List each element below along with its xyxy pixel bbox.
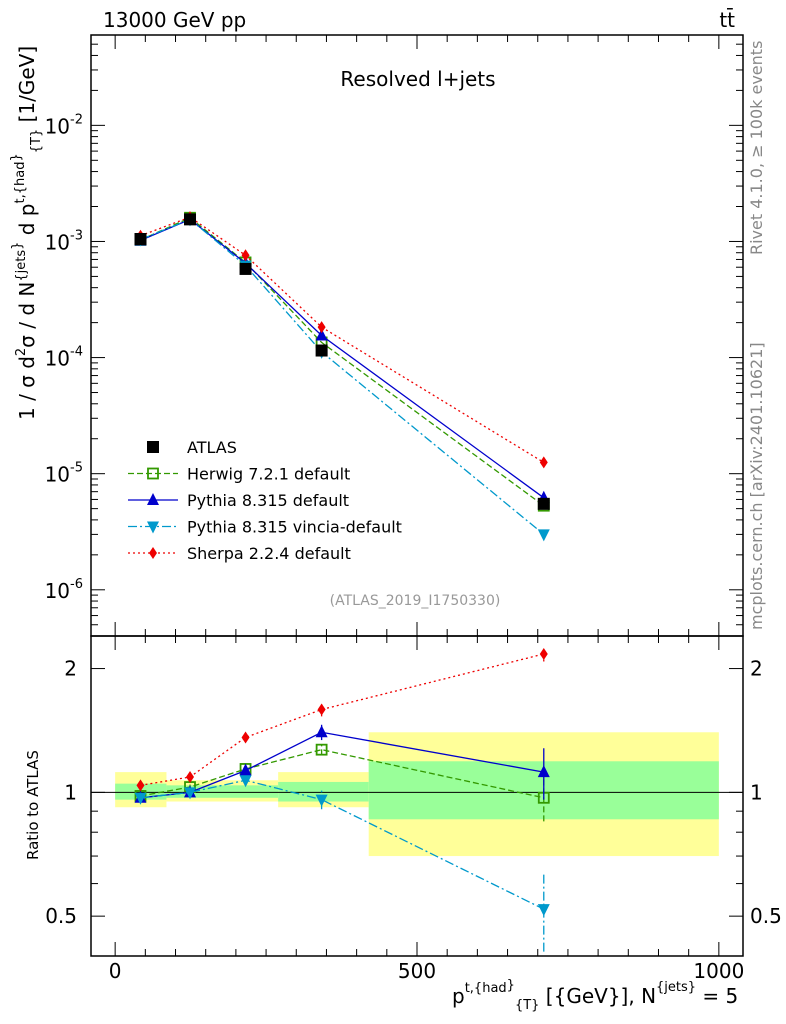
y-tick-label-2: 10-4 (45, 345, 83, 371)
y-tick-label-1: 10-3 (45, 228, 83, 254)
y-axis-title: 1 / σ d2σ / d N{jets} d pt,{had}{T} [1/G… (9, 46, 44, 420)
ratio-point-pythia-4 (537, 765, 550, 778)
legend-label-sherpa: Sherpa 2.2.4 default (187, 544, 351, 563)
ratio-point-sherpa-2 (241, 731, 250, 744)
legend-marker-sherpa (149, 547, 157, 559)
ratio-y-axis: 2 2 1 1 0.5 0.5 (45, 657, 782, 929)
x-axis: 0 500 1000 (109, 35, 744, 983)
main-line-vincia (140, 218, 545, 535)
legend-marker-pythia (147, 493, 159, 505)
main-line-sherpa (140, 216, 545, 463)
ratio-point-pythia-3 (315, 725, 328, 738)
ratio-point-sherpa-0 (136, 779, 145, 792)
x-tick-label-1: 500 (398, 959, 436, 983)
x-tick-label-2: 1000 (693, 959, 744, 983)
ratio-point-vincia-1 (184, 787, 197, 800)
mcplots-label: mcplots.cern.ch [arXiv:2401.10621] (747, 342, 766, 630)
main-point-atlas-2 (239, 262, 252, 275)
legend-label-herwig: Herwig 7.2.1 default (187, 465, 350, 484)
ratio-point-vincia-2 (239, 775, 252, 788)
legend-label-vincia: Pythia 8.315 vincia-default (187, 518, 402, 537)
main-point-pythia-3 (315, 328, 328, 341)
ratio-y-tick-label-left-0: 2 (64, 657, 77, 681)
main-point-sherpa-2 (241, 249, 250, 262)
analysis-id-label: (ATLAS_2019_I1750330) (330, 593, 501, 609)
ratio-point-vincia-4 (537, 904, 550, 917)
main-line-herwig (140, 217, 545, 507)
x-axis-title: pt,{had}{T} [{GeV}], N{jets} = 5 (452, 978, 738, 1013)
ratio-point-herwig-3 (315, 743, 328, 756)
ratio-point-sherpa-3 (317, 703, 326, 716)
legend-marker-atlas (147, 441, 159, 453)
band-inner-2 (278, 781, 369, 802)
main-point-sherpa-3 (317, 321, 326, 334)
main-point-vincia-4 (537, 529, 550, 542)
x-tick-label-0: 0 (109, 959, 122, 983)
legend-label-atlas: ATLAS (187, 438, 237, 457)
rivet-version-label: Rivet 4.1.0, ≥ 100k events (747, 41, 766, 255)
ratio-point-vincia-3 (315, 794, 328, 807)
main-point-sherpa-4 (539, 456, 548, 469)
main-y-axis: 10-2 10-3 10-4 10-5 10-6 (45, 34, 743, 637)
y-axis-title-brace-3: } (29, 129, 44, 137)
band-inner-1 (166, 785, 279, 798)
legend-label-pythia: Pythia 8.315 default (187, 491, 349, 510)
ratio-point-vincia-0 (134, 792, 147, 805)
main-series-group (134, 211, 550, 542)
legend-marker-herwig (147, 467, 159, 480)
ratio-series-group (134, 646, 550, 952)
y-tick-label-4: 10-6 (45, 577, 83, 603)
y-axis-title-brace-2: } (9, 153, 24, 161)
ratio-y-tick-label-right-1: 1 (750, 780, 763, 804)
y-tick-label-0: 10-2 (45, 112, 83, 138)
ratio-line-sherpa (140, 653, 544, 786)
y-tick-label-3: 10-5 (45, 461, 83, 487)
header-process-label: tt̄ (719, 7, 735, 32)
legend: ATLAS Herwig 7.2.1 default Pythia 8.315 de… (128, 438, 402, 563)
ratio-y-tick-label-left-2: 0.5 (45, 904, 77, 928)
y-axis-title-brace-1: } (10, 242, 25, 250)
ratio-point-pythia-2 (239, 763, 252, 776)
ratio-point-sherpa-4 (539, 647, 548, 660)
main-point-atlas-4 (537, 497, 550, 510)
main-point-atlas-1 (184, 213, 197, 226)
main-point-atlas-3 (315, 344, 328, 357)
ratio-y-axis-title: Ratio to ATLAS (24, 750, 42, 860)
main-point-atlas-0 (134, 233, 147, 246)
header-collision-label: 13000 GeV pp (103, 8, 246, 32)
ratio-y-tick-label-left-1: 1 (64, 780, 77, 804)
chart-title: Resolved l+jets (340, 67, 495, 91)
legend-marker-vincia (147, 521, 159, 534)
ratio-y-tick-label-right-0: 2 (750, 657, 763, 681)
ratio-y-tick-label-right-2: 0.5 (750, 904, 782, 928)
ratio-uncertainty-bands (115, 732, 719, 857)
ratio-point-sherpa-1 (186, 770, 195, 783)
